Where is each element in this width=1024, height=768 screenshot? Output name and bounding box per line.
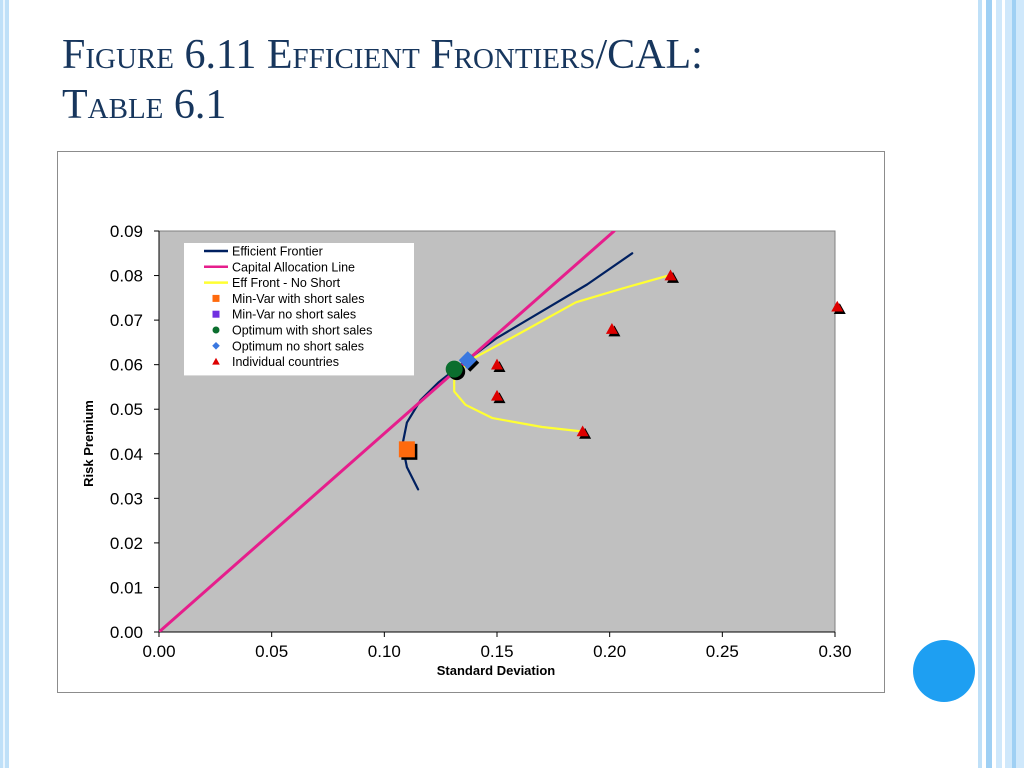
legend-marker-swatch <box>212 310 220 318</box>
data-point-individual-countries <box>831 300 844 312</box>
legend-entry-label: Optimum with short sales <box>232 324 372 338</box>
legend-entry-label: Individual countries <box>232 355 339 369</box>
x-tick-label: 0.05 <box>255 642 288 661</box>
y-tick-label: 0.09 <box>110 222 143 241</box>
legend-entry-label: Optimum no short sales <box>232 339 364 353</box>
y-tick-label: 0.00 <box>110 623 143 642</box>
y-tick-label: 0.02 <box>110 534 143 553</box>
data-point-optimum-no-short-sales <box>458 351 477 370</box>
left-accent-stripe <box>3 0 5 768</box>
y-tick-label: 0.03 <box>110 489 143 508</box>
x-tick-label: 0.10 <box>368 642 401 661</box>
series-line-capital-allocation-line <box>159 231 616 632</box>
y-tick-label: 0.08 <box>110 267 143 286</box>
y-tick-label: 0.05 <box>110 400 143 419</box>
x-tick-label: 0.15 <box>480 642 513 661</box>
data-point-individual-countries <box>491 389 503 401</box>
legend-entry-label: Min-Var with short sales <box>232 292 364 306</box>
y-axis-label: Risk Premium <box>81 400 96 487</box>
data-point-individual-countries <box>605 323 618 334</box>
x-axis-label: Standard Deviation <box>437 663 556 678</box>
legend-entry-label: Eff Front - No Short <box>232 276 341 290</box>
decorative-circle <box>913 640 975 702</box>
x-tick-label: 0.25 <box>706 642 739 661</box>
y-tick-label: 0.01 <box>110 578 143 597</box>
slide-title: Figure 6.11 Efficient Frontiers/CAL: Tab… <box>62 30 942 130</box>
legend-marker-swatch <box>212 357 220 365</box>
x-tick-label: 0.00 <box>142 642 175 661</box>
y-tick-label: 0.06 <box>110 356 143 375</box>
legend-entry-label: Min-Var no short sales <box>232 308 356 322</box>
y-tick-label: 0.04 <box>110 445 143 464</box>
data-point-individual-countries <box>664 269 677 281</box>
y-tick-label: 0.07 <box>110 311 143 330</box>
chart-frame: 0.00 0.05 0.10 0.15 0.20 0.25 0.30 0.00 0.01 0.02… <box>57 151 885 693</box>
legend-entry-label: Efficient Frontier <box>232 245 323 259</box>
data-point-min-var-with-short-sales <box>398 441 415 458</box>
efficient-frontier-chart: 0.00 0.05 0.10 0.15 0.20 0.25 0.30 0.00 0.01 0.02… <box>81 222 852 678</box>
series-markers <box>398 269 846 460</box>
data-point-individual-countries <box>576 425 589 437</box>
title-line-2: Table 6.1 <box>62 82 227 128</box>
x-tick-label: 0.20 <box>593 642 626 661</box>
legend-marker-swatch <box>212 294 220 302</box>
data-point-individual-countries <box>491 358 503 370</box>
legend-box <box>184 243 414 376</box>
legend-marker-swatch <box>212 326 220 334</box>
data-point-optimum-with-short-sales <box>445 360 463 378</box>
legend-marker-swatch <box>212 342 220 350</box>
x-tick-label: 0.30 <box>818 642 851 661</box>
legend-entry-label: Capital Allocation Line <box>232 260 355 274</box>
right-accent-bars <box>976 0 1024 768</box>
title-line-1: Figure 6.11 Efficient Frontiers/CAL: <box>62 32 703 78</box>
